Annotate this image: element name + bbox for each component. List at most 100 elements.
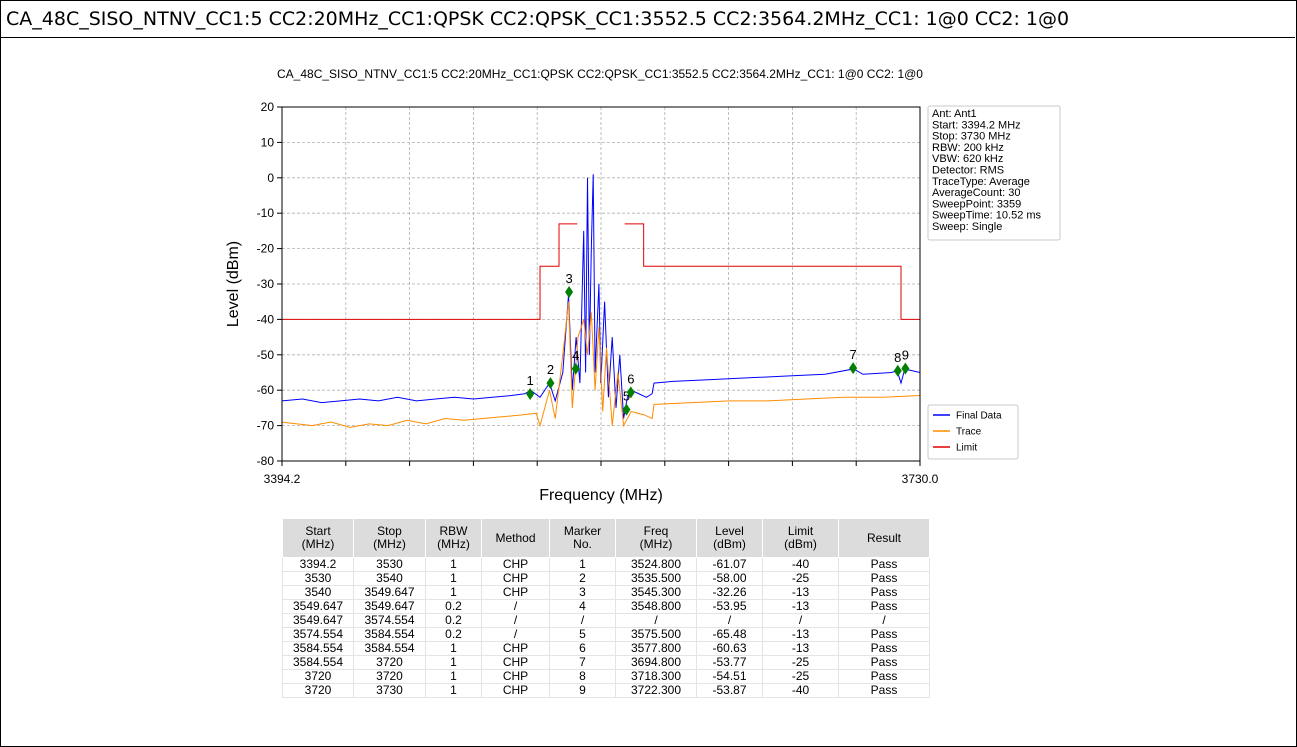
table-cell: -58.00 <box>696 571 763 586</box>
table-cell: 6 <box>549 641 616 656</box>
table-cell: CHP <box>481 683 550 698</box>
table-body: 3394.2 3530 1 CHP 1 3524.800 -61.07 -40 Pass 3530… <box>282 557 930 698</box>
table-cell: CHP <box>481 557 550 572</box>
table-cell: -53.87 <box>696 683 763 698</box>
header-cell: Result <box>838 518 930 558</box>
table-cell: 1 <box>425 641 482 656</box>
table-cell: 3549.647 <box>353 585 426 600</box>
info-line: AverageCount: 30 <box>932 187 1020 199</box>
table-cell: -25 <box>762 655 839 670</box>
marker <box>901 362 910 375</box>
plot-frame <box>281 106 921 462</box>
table-cell: / <box>481 613 550 628</box>
table-cell: / <box>481 627 550 642</box>
table-cell: 3535.500 <box>615 571 697 586</box>
marker-label: 9 <box>902 347 909 362</box>
y-tick-label: -80 <box>257 454 275 468</box>
table-cell: 3540 <box>353 571 426 586</box>
table-cell: -32.26 <box>696 585 763 600</box>
info-line: Detector: RMS <box>932 165 1004 177</box>
table-cell: 0.2 <box>425 599 482 614</box>
marker-label: 2 <box>547 362 554 377</box>
marker-label: 1 <box>527 373 534 388</box>
marker <box>849 362 858 375</box>
table-cell: 3575.500 <box>615 627 697 642</box>
table-cell: 3524.800 <box>615 557 697 572</box>
table-cell: -65.48 <box>696 627 763 642</box>
table-cell: 4 <box>549 599 616 614</box>
table-cell: CHP <box>481 585 550 600</box>
table-cell: 8 <box>549 669 616 684</box>
y-tick-label: -40 <box>257 312 275 326</box>
table-cell: CHP <box>481 641 550 656</box>
header-cell: Method <box>481 518 550 558</box>
info-line: SweepPoint: 3359 <box>932 198 1021 210</box>
table-row: 3540 3549.647 1 CHP 3 3545.300 -32.26 -13 Pass <box>282 585 930 600</box>
table-cell: 1 <box>425 585 482 600</box>
table-cell: 1 <box>549 557 616 572</box>
table-cell: 3574.554 <box>353 613 426 628</box>
header-cell: RBW (MHz) <box>425 518 482 558</box>
table-cell: 3584.554 <box>282 655 354 670</box>
marker <box>526 387 535 400</box>
marker <box>626 386 635 399</box>
table-cell: / <box>481 599 550 614</box>
table-cell: -53.77 <box>696 655 763 670</box>
plot-area <box>282 174 920 428</box>
table-cell: 3 <box>549 585 616 600</box>
table-cell: 0.2 <box>425 627 482 642</box>
marker-label: 4 <box>572 348 579 363</box>
marker <box>571 362 580 375</box>
x-tick-label: 3394.2 <box>264 472 301 486</box>
table-cell: 3720 <box>353 669 426 684</box>
y-axis-label: Level (dBm) <box>225 241 242 327</box>
header-cell: Limit (dBm) <box>762 518 839 558</box>
table-cell: -40 <box>762 557 839 572</box>
table-cell: -40 <box>762 683 839 698</box>
y-tick-label: -60 <box>257 383 275 397</box>
table-cell: -25 <box>762 669 839 684</box>
header-cell: Freq (MHz) <box>615 518 697 558</box>
table-cell: -13 <box>762 627 839 642</box>
series-line <box>282 174 920 419</box>
table-cell: -61.07 <box>696 557 763 572</box>
table-cell: 3584.554 <box>353 627 426 642</box>
table-cell: 3548.800 <box>615 599 697 614</box>
y-tick-label: -70 <box>257 419 275 433</box>
marker-label: 5 <box>623 389 630 404</box>
x-axis-label: Frequency (MHz) <box>539 487 663 504</box>
table-row: 3584.554 3584.554 1 CHP 6 3577.800 -60.63 -13 Pa… <box>282 641 930 656</box>
table-cell: 1 <box>425 669 482 684</box>
table-row: 3584.554 3720 1 CHP 7 3694.800 -53.77 -25 Pass <box>282 655 930 670</box>
table-cell: 3718.300 <box>615 669 697 684</box>
table-cell: 3530 <box>353 557 426 572</box>
table-cell: 3549.647 <box>353 599 426 614</box>
y-tick-label: -20 <box>257 242 275 256</box>
table-cell: 7 <box>549 655 616 670</box>
info-line: Stop: 3730 MHz <box>932 131 1011 143</box>
table-cell: 3394.2 <box>282 557 354 572</box>
table-cell: 3545.300 <box>615 585 697 600</box>
table-cell: -25 <box>762 571 839 586</box>
table-cell: 5 <box>549 627 616 642</box>
table-cell: / <box>549 613 616 628</box>
table-cell: Pass <box>838 557 930 572</box>
x-tick-label: 3730.0 <box>902 472 939 486</box>
y-tick-label: -30 <box>257 277 275 291</box>
table-row: 3574.554 3584.554 0.2/5 3575.500 -65.48 -13 Pa… <box>282 627 930 642</box>
table-cell: 1 <box>425 571 482 586</box>
page-title: CA_48C_SISO_NTNV_CC1:5 CC2:20MHz_CC1:QPS… <box>0 0 1295 38</box>
result-table: Start (MHz) Stop (MHz) RBW (MHz) Method Mark… <box>282 518 930 698</box>
table-cell: Pass <box>838 571 930 586</box>
table-row: 3394.2 3530 1 CHP 1 3524.800 -61.07 -40 Pass <box>282 557 930 572</box>
info-line: RBW: 200 kHz <box>932 142 1004 154</box>
table-cell: Pass <box>838 585 930 600</box>
info-box <box>927 105 1061 241</box>
info-line: Ant: Ant1 <box>932 108 977 120</box>
legend-box <box>927 404 1019 460</box>
table-cell: 3574.554 <box>282 627 354 642</box>
table-cell: Pass <box>838 683 930 698</box>
table-cell: 3549.647 <box>282 599 354 614</box>
series-line <box>282 223 920 320</box>
